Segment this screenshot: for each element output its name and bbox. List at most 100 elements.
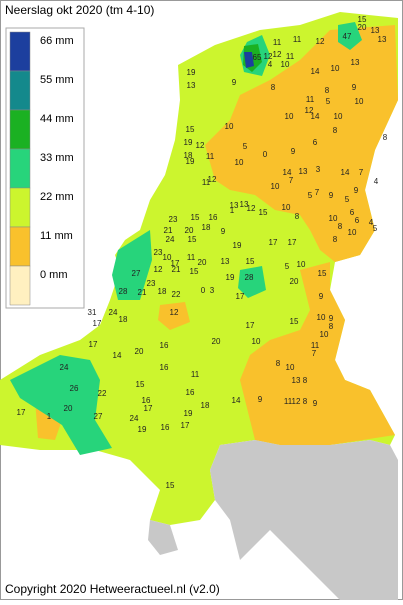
station-value: 15: [186, 125, 195, 134]
station-value: 10: [331, 64, 340, 73]
station-value: 14: [311, 67, 320, 76]
station-value: 5: [326, 97, 331, 106]
station-value: 10: [282, 203, 291, 212]
station-value: 20: [358, 23, 367, 32]
legend-swatch: [9, 148, 31, 189]
station-value: 8: [338, 222, 343, 231]
legend-label: 22 mm: [40, 191, 74, 203]
station-value: 27: [94, 412, 103, 421]
station-value: 8: [383, 133, 388, 142]
station-value: 14: [311, 112, 320, 121]
station-value: 13: [378, 35, 387, 44]
station-value: 5: [243, 142, 248, 151]
station-value: 5: [373, 224, 378, 233]
station-value: 17: [236, 292, 245, 301]
station-value: 20: [212, 337, 221, 346]
legend-label: 66 mm: [40, 35, 74, 47]
station-value: 18: [201, 401, 210, 410]
station-value: 17: [181, 421, 190, 430]
station-value: 24: [60, 363, 69, 372]
station-value: 19: [226, 273, 235, 282]
station-value: 10: [235, 158, 244, 167]
copyright: Copyright 2020 Hetweeractueel.nl (v2.0): [5, 582, 220, 596]
station-value: 11: [187, 253, 196, 262]
station-value: 24: [166, 235, 175, 244]
station-value: 10: [281, 60, 290, 69]
station-value: 21: [172, 265, 181, 274]
station-value: 20: [185, 226, 194, 235]
station-value: 15: [191, 213, 200, 222]
station-value: 12: [305, 106, 314, 115]
station-value: 6: [350, 208, 355, 217]
station-value: 27: [132, 269, 141, 278]
station-value: 13: [299, 167, 308, 176]
station-value: 7: [359, 168, 364, 177]
station-value: 15: [246, 257, 255, 266]
station-value: 19: [184, 138, 193, 147]
station-value: 4: [374, 177, 379, 186]
station-value: 12: [170, 308, 179, 317]
station-value: 12: [154, 265, 163, 274]
station-value: 16: [186, 388, 195, 397]
station-value: 18: [184, 151, 193, 160]
station-value: 17: [144, 404, 153, 413]
station-value: 9: [258, 395, 263, 404]
station-value: 3: [210, 286, 215, 295]
station-value: 9: [232, 78, 237, 87]
station-value: 22: [172, 290, 181, 299]
station-value: 13: [292, 376, 301, 385]
legend-label: 55 mm: [40, 74, 74, 86]
station-value: 11: [284, 397, 293, 406]
station-value: 21: [164, 226, 173, 235]
station-value: 15: [290, 317, 299, 326]
station-value: 9: [352, 83, 357, 92]
station-value: 20: [290, 277, 299, 286]
station-value: 5: [285, 262, 290, 271]
station-value: 23: [154, 248, 163, 257]
station-value: 8: [276, 359, 281, 368]
map-title: Neerslag okt 2020 (tm 4-10): [5, 3, 154, 17]
station-value: 16: [209, 213, 218, 222]
station-value: 28: [245, 273, 254, 282]
station-value: 10: [271, 182, 280, 191]
station-value: 17: [89, 340, 98, 349]
station-value: 10: [348, 228, 357, 237]
station-value: 17: [17, 408, 26, 417]
station-value: 11: [311, 341, 320, 350]
station-value: 10: [297, 260, 306, 269]
station-value: 15: [259, 208, 268, 217]
station-value: 10: [329, 214, 338, 223]
station-value: 6: [355, 216, 360, 225]
station-value: 12: [196, 141, 205, 150]
legend-swatch: [9, 187, 31, 228]
station-value: 9: [329, 191, 334, 200]
legend-label: 11 mm: [40, 230, 73, 242]
station-value: 11: [306, 95, 315, 104]
station-value: 10: [320, 330, 329, 339]
station-value: 8: [333, 126, 338, 135]
station-value: 22: [98, 389, 107, 398]
legend-label: 33 mm: [40, 152, 74, 164]
station-value: 6: [313, 138, 318, 147]
station-value: 24: [109, 308, 118, 317]
station-value: 15: [358, 15, 367, 24]
station-value: 8: [303, 397, 308, 406]
station-value: 11: [286, 52, 295, 61]
station-value: 13: [371, 26, 380, 35]
station-value: 19: [233, 241, 242, 250]
station-value: 8: [303, 376, 308, 385]
station-value: 15: [190, 267, 199, 276]
station-value: 14: [283, 168, 292, 177]
station-value: 15: [188, 235, 197, 244]
station-value: 10: [355, 97, 364, 106]
station-value: 9: [354, 186, 359, 195]
station-value: 0: [263, 150, 268, 159]
station-value: 12: [316, 37, 325, 46]
station-value: 11: [273, 38, 282, 47]
legend-swatch: [9, 31, 31, 72]
station-value: 24: [130, 414, 139, 423]
station-value: 17: [93, 319, 102, 328]
station-value: 13: [221, 257, 230, 266]
station-value: 17: [246, 321, 255, 330]
